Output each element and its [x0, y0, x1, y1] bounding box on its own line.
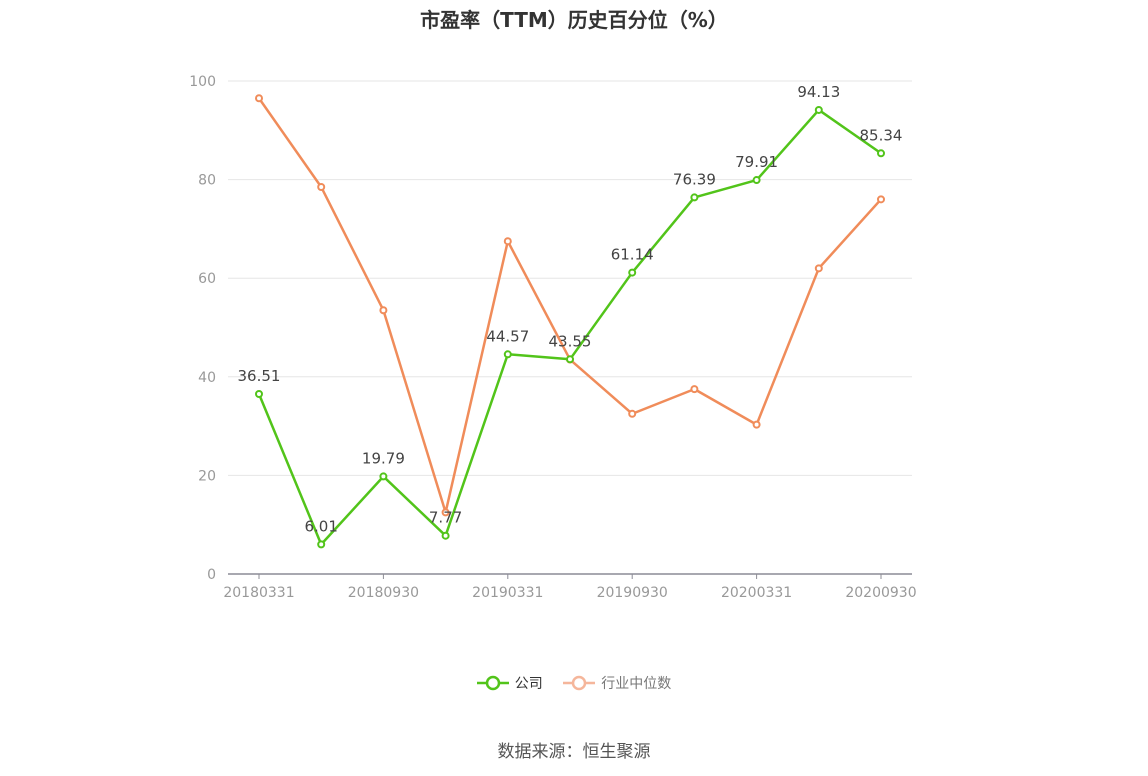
data-point-industry-20190331	[503, 237, 512, 246]
x-tick-label-20180930: 20180930	[348, 585, 419, 601]
data-point-industry-20180331	[255, 94, 263, 103]
data-point-industry-20181231	[441, 508, 450, 517]
data-point-company-20190930	[628, 268, 637, 277]
legend-company-label: 公司	[514, 676, 543, 692]
x-tick-label-20180331: 20180331	[223, 585, 294, 601]
line-chart: 0 20 40 60 80 100 20180331 20180930 20190331 2019…	[189, 74, 916, 601]
chart-title: 市盈率（TTM）历史百分位（%）	[420, 8, 728, 32]
y-tick-label-20: 20	[198, 468, 216, 484]
data-point-industry-20180930	[379, 306, 388, 315]
y-tick-label-60: 60	[198, 271, 216, 287]
legend-item-industry[interactable]: 行业中位数	[563, 673, 671, 693]
data-label-company-20180331: 36.51	[238, 367, 281, 385]
legend: 公司 行业中位数	[0, 673, 1148, 695]
series-layer	[255, 94, 885, 549]
data-label-company-20190630: 43.55	[549, 332, 592, 350]
data-point-company-20180331	[255, 390, 263, 399]
data-point-company-20181231	[441, 531, 450, 540]
data-point-industry-20200930	[877, 195, 885, 204]
data-label-company-20190930: 61.14	[611, 246, 654, 264]
data-label-company-20180630: 6.01	[304, 517, 337, 535]
data-label-company-20200331: 79.91	[735, 153, 778, 171]
x-tick-label-20200930: 20200930	[845, 585, 916, 601]
grid-layer	[228, 80, 912, 476]
data-point-industry-20190930	[628, 409, 637, 418]
legend-company-icon	[476, 675, 509, 691]
x-tick-label-20200331: 20200331	[721, 585, 792, 601]
y-tick-label-40: 40	[198, 370, 216, 386]
y-tick-label-100: 100	[189, 74, 216, 90]
series-line-industry	[257, 97, 882, 514]
label-layer: 36.51 6.01 19.79 7.77 44.57 43.55 61.14 76.39 79…	[238, 83, 903, 535]
x-tick-label-20190331: 20190331	[472, 585, 543, 601]
source-note: 数据来源：恒生聚源	[497, 742, 651, 762]
data-point-company-20200930	[877, 149, 885, 158]
data-point-industry-20200630	[814, 264, 823, 273]
data-point-company-20180930	[379, 472, 388, 481]
series-line-company	[257, 108, 882, 546]
axis-layer: 0 20 40 60 80 100 20180331 20180930 20190331 2019…	[189, 74, 916, 601]
legend-industry-icon	[563, 675, 596, 691]
data-point-company-20200630	[814, 105, 823, 114]
data-label-company-20190331: 44.57	[486, 327, 529, 345]
data-label-company-20181231: 7.77	[429, 509, 462, 527]
legend-item-company[interactable]: 公司	[476, 673, 543, 693]
data-point-company-20200331	[752, 176, 761, 185]
data-point-company-20191231	[690, 193, 699, 202]
data-label-company-20200630: 94.13	[797, 83, 840, 101]
data-point-company-20180630	[317, 540, 326, 549]
data-point-company-20190630	[566, 355, 574, 364]
x-tick-label-20190930: 20190930	[597, 585, 668, 601]
data-label-company-20200930: 85.34	[860, 126, 903, 144]
data-point-industry-20200331	[752, 420, 761, 429]
data-point-industry-20191231	[690, 385, 699, 394]
data-point-company-20190331	[503, 350, 512, 359]
y-tick-label-0: 0	[207, 567, 216, 583]
data-label-company-20191231: 76.39	[673, 170, 716, 188]
y-tick-label-80: 80	[198, 173, 216, 189]
legend-industry-label: 行业中位数	[601, 676, 672, 692]
data-label-company-20180930: 19.79	[362, 449, 405, 467]
data-point-industry-20180630	[317, 182, 326, 191]
